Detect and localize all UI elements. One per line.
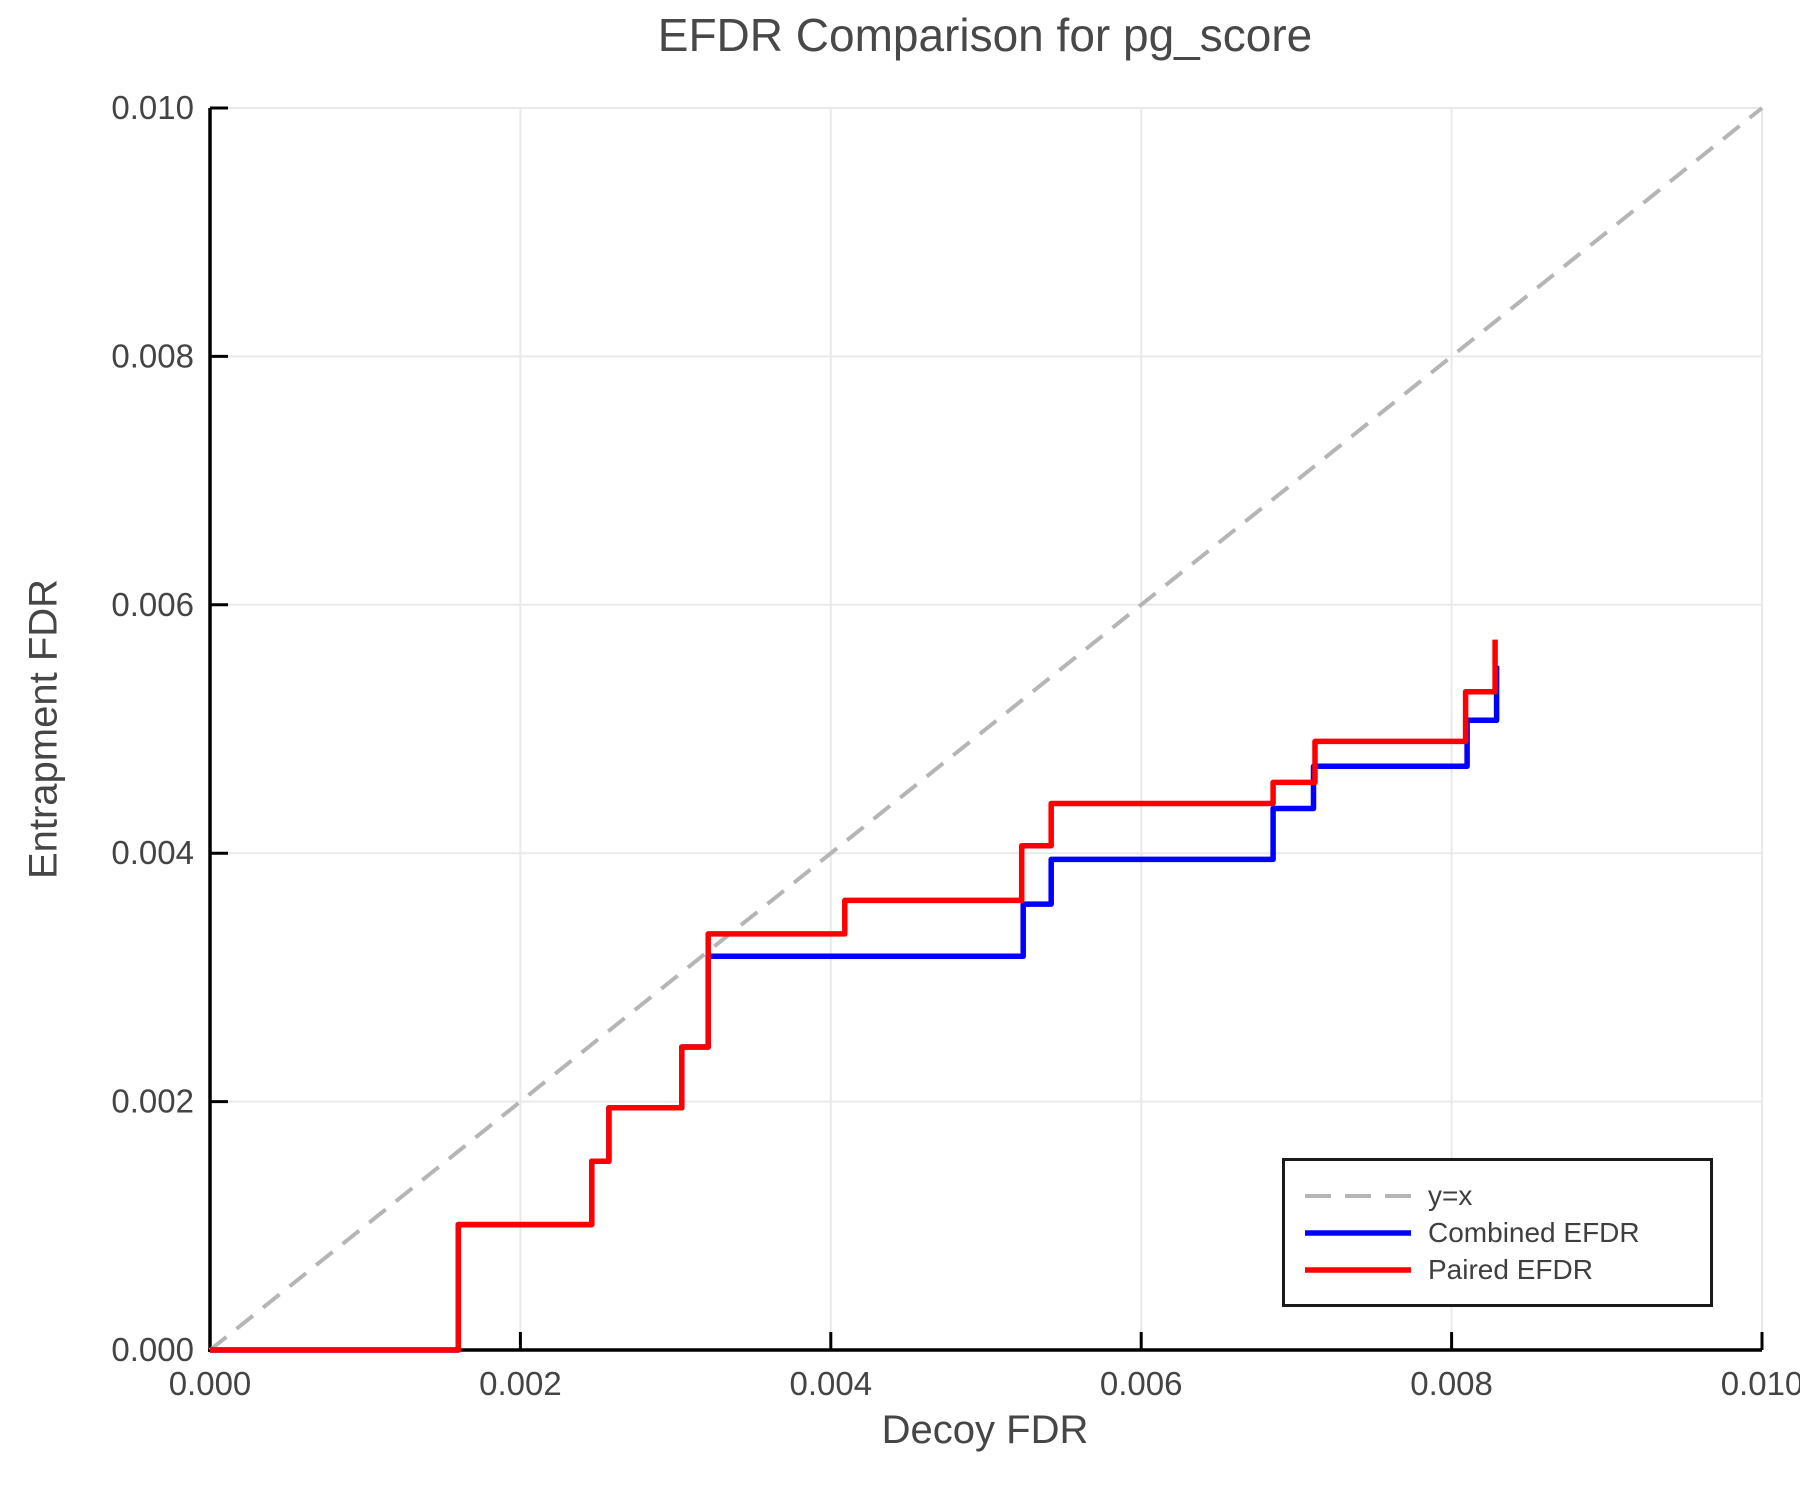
x-axis-label: Decoy FDR: [881, 1408, 1089, 1452]
x-tick-label: 0.004: [790, 1365, 873, 1402]
y-tick-label: 0.008: [111, 337, 194, 374]
x-tick-label: 0.008: [1410, 1365, 1493, 1402]
legend-item: Paired EFDR: [1303, 1251, 1710, 1288]
legend-label: Combined EFDR: [1428, 1216, 1640, 1248]
legend-line-sample: [1305, 1266, 1411, 1273]
series-line-paired-efdr: [210, 639, 1498, 1353]
y-tick-label: 0.002: [111, 1083, 194, 1120]
x-tick-label: 0.000: [169, 1365, 252, 1402]
x-tick-label: 0.002: [479, 1365, 562, 1402]
y-tick-label: 0.006: [111, 586, 194, 623]
x-tick-label: 0.006: [1100, 1365, 1183, 1402]
legend-item: y=x: [1303, 1177, 1710, 1214]
legend: y=x Combined EFDR Paired EFDR: [1282, 1158, 1713, 1307]
series-line-y-x: [208, 106, 1764, 1352]
y-axis-label: Entrapment FDR: [21, 578, 66, 880]
legend-item: Combined EFDR: [1303, 1214, 1710, 1251]
x-tick-label: 0.010: [1721, 1365, 1800, 1402]
legend-label: Paired EFDR: [1428, 1253, 1593, 1285]
chart-title: EFDR Comparison for pg_score: [657, 9, 1313, 61]
legend-line-sample: [1305, 1229, 1411, 1236]
legend-line-sample: [1305, 1193, 1411, 1198]
y-tick-label: 0.004: [111, 834, 194, 871]
y-tick-label: 0.010: [111, 89, 194, 126]
y-tick-label: 0.000: [111, 1331, 194, 1368]
legend-label: y=x: [1428, 1179, 1473, 1211]
